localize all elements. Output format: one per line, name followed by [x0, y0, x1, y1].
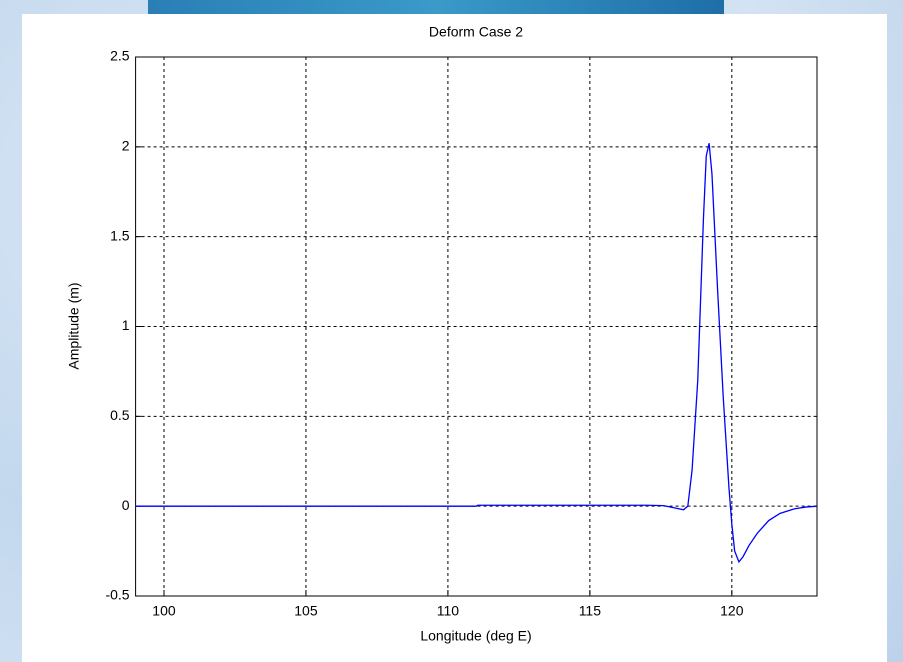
y-tick-label: 2	[122, 138, 130, 154]
y-tick-label: 1.5	[110, 227, 130, 243]
x-tick-label: 110	[437, 603, 460, 619]
x-tick-label: 120	[720, 603, 744, 619]
axes-box	[135, 56, 818, 597]
y-tick-label: 0.5	[110, 407, 130, 423]
x-tick-label: 100	[152, 603, 176, 619]
chart-title: Deform Case 2	[429, 24, 523, 40]
y-axis-label: Amplitude (m)	[66, 282, 82, 369]
data-line	[135, 143, 818, 564]
y-tick-label: -0.5	[105, 587, 129, 603]
y-tick-label: 2.5	[110, 48, 130, 64]
x-axis-label: Longitude (deg E)	[420, 628, 531, 644]
banner-image	[148, 0, 724, 14]
x-tick-label: 115	[579, 603, 602, 619]
x-tick-label: 105	[294, 603, 318, 619]
y-tick-label: 0	[122, 497, 130, 513]
y-tick-label: 1	[122, 317, 130, 333]
